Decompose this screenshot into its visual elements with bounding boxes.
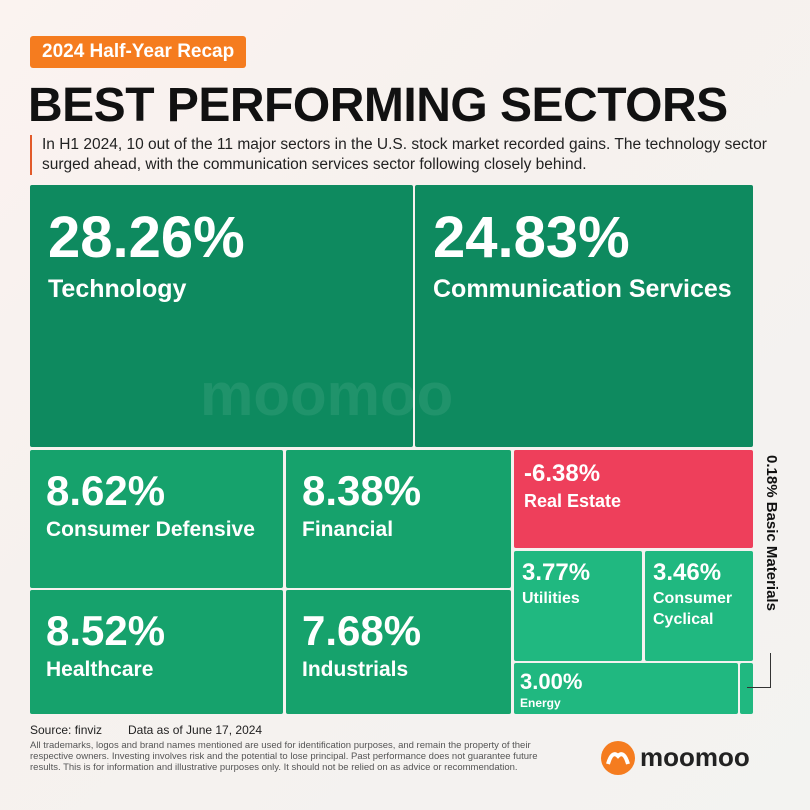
tile: 7.68% Industrials [286,590,511,714]
value-label: 24.83% [433,205,630,270]
value-label: 28.26% [48,205,245,270]
connector [770,653,771,688]
category-label: Real Estate [524,490,622,511]
value-label: -6.38% [524,460,601,487]
category-label: Healthcare [46,658,154,682]
category-label: Financial [302,518,394,542]
tile: 28.26% Technology [30,185,413,447]
value-label: 0.18% [763,455,780,498]
category-label: Consumer Cyclical [653,589,733,629]
value-label: 7.68% [302,607,422,654]
badge: 2024 Half-Year Recap [30,36,247,68]
category-label: Industrials [302,658,409,682]
tile: 8.62% Consumer Defensive [30,450,283,588]
tile: 3.77% Utilities [514,551,642,661]
outside-text: 0.18% Basic Materials [763,455,780,611]
category-label: Basic Materials [763,501,780,611]
logo-text: moomoo [640,742,750,772]
value-label: 8.62% [46,467,166,514]
tile: 24.83% Communication Services [415,185,753,447]
value-label: 3.00% [520,669,583,694]
tile: 8.52% Healthcare [30,590,283,714]
value-label: 3.46% [653,559,722,586]
value-label: 8.52% [46,607,166,654]
logo: moomoo [598,738,778,778]
tile: -6.38% Real Estate [514,450,753,548]
outside-label: 0.18% Basic Materials [758,455,782,665]
tile [740,663,753,714]
subtitle: In H1 2024, 10 out of the 11 major secto… [30,135,782,175]
tile: 3.46% Consumer Cyclical [645,551,753,661]
value-label: 3.77% [522,559,591,586]
category-label: Consumer Defensive [46,518,255,542]
title: BEST PERFORMING SECTORS [28,79,728,132]
value-label: 8.38% [302,467,422,514]
tile: 3.00% Energy [514,663,738,714]
data-date: Data as of June 17, 2024 [128,723,263,737]
category-label: Technology [48,274,187,303]
connector [746,687,770,688]
category-label: Communication Services [433,274,732,303]
source: Source: finviz [30,723,103,737]
disclaimer: All trademarks, logos and brand names me… [30,740,538,773]
category-label: Energy [520,696,561,711]
logo-icon [601,741,635,775]
tile: 8.38% Financial [286,450,511,588]
category-label: Utilities [522,589,580,607]
